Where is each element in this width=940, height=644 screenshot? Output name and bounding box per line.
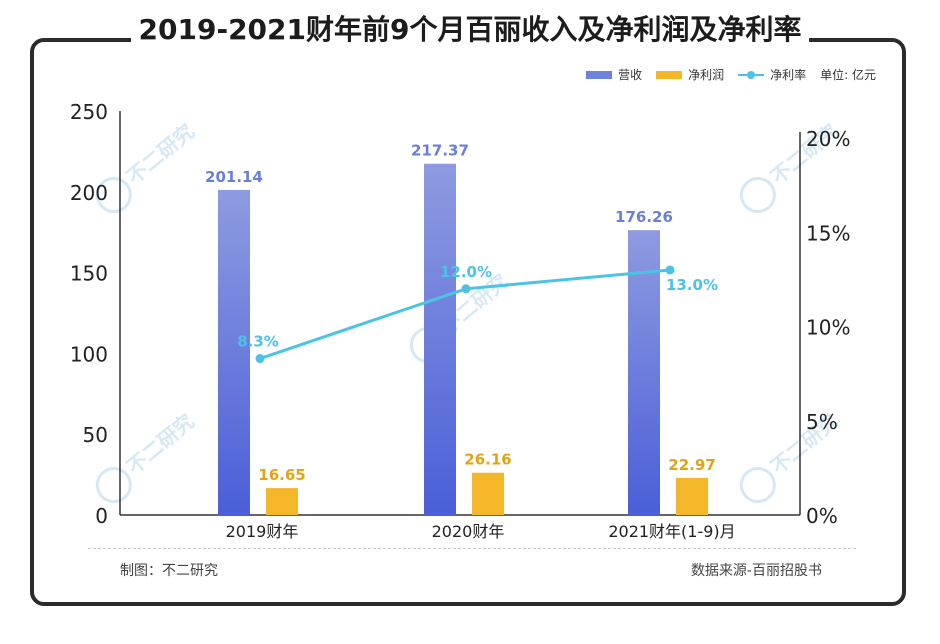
legend-item-net-margin: 净利率 <box>738 66 806 83</box>
y-right-tick-label: 15% <box>806 221 850 245</box>
point-net-margin <box>461 284 471 294</box>
y-left-tick-label: 100 <box>70 342 108 366</box>
footer-credit: 制图：不二研究 <box>120 563 218 579</box>
line-net-margin <box>259 268 671 360</box>
bar-revenue-label: 217.37 <box>411 142 469 160</box>
x-tick-label: 2020财年 <box>432 522 505 541</box>
point-net-margin-label: 8.3% <box>237 333 279 351</box>
y-right-tick-label: 20% <box>806 127 850 151</box>
footer-divider <box>88 548 856 549</box>
y-left-tick-label: 250 <box>70 100 108 124</box>
x-tick-label: 2021财年(1-9)月 <box>608 522 735 541</box>
y-left-tick-label: 50 <box>83 423 108 447</box>
bar-net-profit <box>676 477 708 515</box>
point-net-margin <box>665 265 675 275</box>
y-left-tick-label: 200 <box>70 181 108 205</box>
bar-revenue <box>628 230 660 516</box>
y-right-tick-label: 5% <box>806 410 838 434</box>
legend-swatch-net-margin <box>738 70 765 80</box>
y-left-tick-label: 0 <box>95 504 108 528</box>
footer-source: 数据来源-百丽招股书 <box>690 563 822 579</box>
point-net-margin-label: 12.0% <box>440 263 492 281</box>
x-tick-label: 2019财年 <box>226 522 299 541</box>
y-right-tick-label: 0% <box>806 504 838 528</box>
legend-label-net-margin: 净利率 <box>770 68 807 82</box>
legend: 营收 净利润 净利率 单位: 亿元 <box>586 66 876 83</box>
y-right-tick-label: 10% <box>806 316 850 340</box>
unit-label: 单位: 亿元 <box>820 68 876 82</box>
bar-revenue <box>424 163 456 515</box>
bar-net-profit-label: 22.97 <box>668 456 715 474</box>
point-net-margin-label: 13.0% <box>666 276 718 294</box>
bar-revenue-label: 176.26 <box>615 208 673 226</box>
bar-revenue-label: 201.14 <box>205 168 263 186</box>
legend-item-net-profit: 净利润 <box>656 66 724 83</box>
bar-net-profit <box>472 472 504 515</box>
y-left-tick-label: 150 <box>70 262 108 286</box>
legend-swatch-net-profit <box>656 70 683 79</box>
chart-title: 2019-2021财年前9个月百丽收入及净利润及净利率 <box>0 8 940 48</box>
legend-label-net-profit: 净利润 <box>688 68 725 82</box>
legend-label-revenue: 营收 <box>618 68 643 82</box>
bar-net-profit-label: 26.16 <box>464 451 511 469</box>
legend-item-revenue: 营收 <box>586 66 642 83</box>
legend-swatch-revenue <box>586 70 613 79</box>
bar-revenue <box>218 189 250 515</box>
bar-net-profit <box>266 488 298 515</box>
bar-net-profit-label: 16.65 <box>258 466 305 484</box>
point-net-margin <box>255 354 265 364</box>
